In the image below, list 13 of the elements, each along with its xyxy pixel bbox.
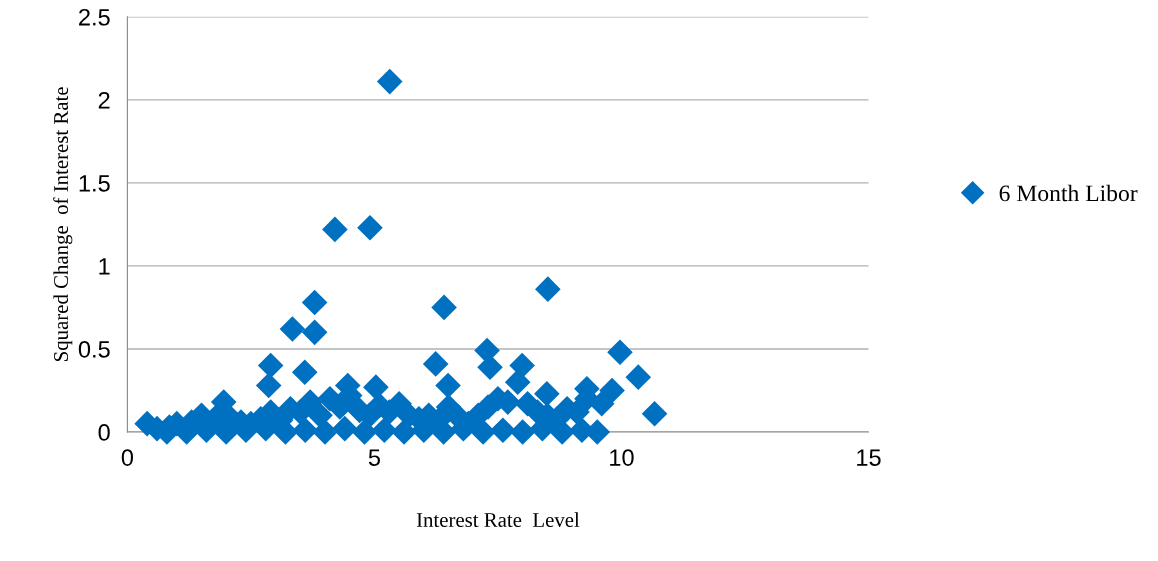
legend-label: 6 Month Libor — [999, 184, 1138, 202]
x-tick-label: 5 — [368, 449, 380, 466]
x-tick-label: 0 — [121, 449, 134, 466]
y-tick-label: 2 — [98, 91, 110, 109]
y-tick-label: 2.5 — [79, 8, 110, 26]
y-tick-label: 0 — [98, 424, 110, 441]
x-tick-label: 10 — [610, 449, 634, 466]
x-axis-title: Interest Rate Level — [416, 512, 580, 527]
y-tick-label: 1 — [99, 258, 110, 275]
x-tick-label: 15 — [857, 449, 881, 466]
y-tick-label: 0.5 — [78, 341, 110, 358]
y-axis-title: Squared Change of Interest Rate — [53, 87, 73, 361]
y-tick-label: 1.5 — [79, 175, 110, 192]
